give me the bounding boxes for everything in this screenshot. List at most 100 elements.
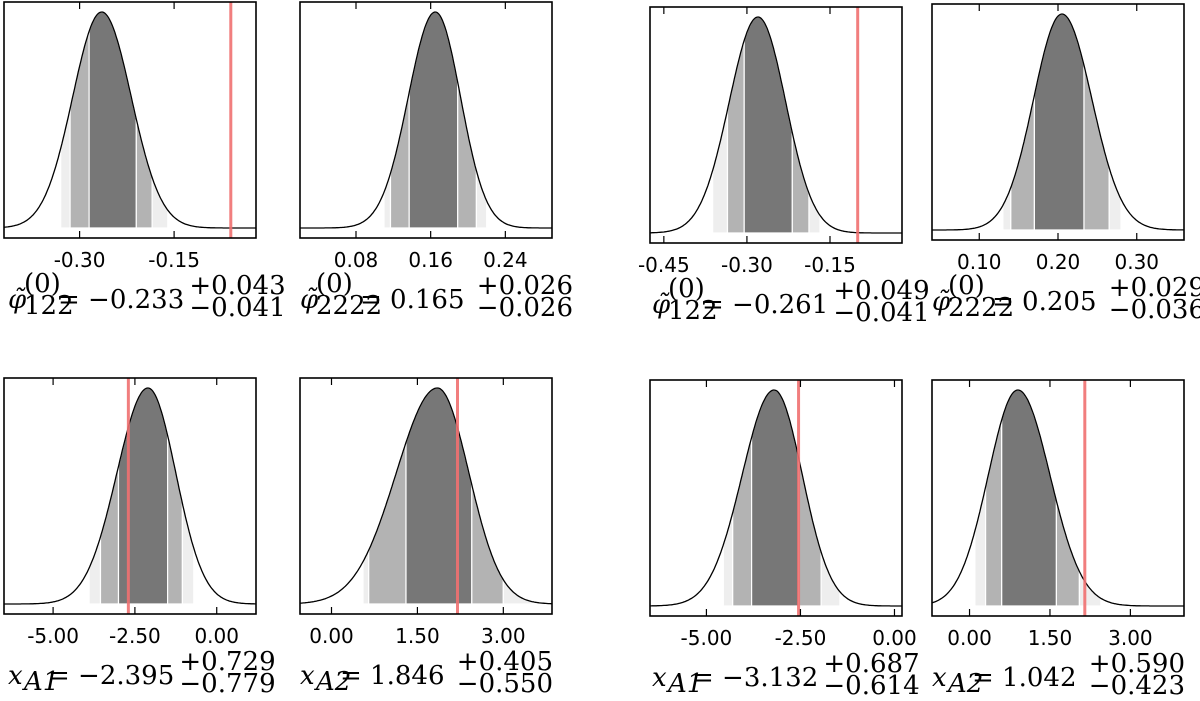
parameter-symbol: x xyxy=(300,661,315,691)
credible-band xyxy=(798,457,822,607)
parameter-symbol: x xyxy=(932,663,947,693)
axes-frame xyxy=(299,377,553,615)
panel-7: -5.00 -2.50 0.00 x A1 = −3.132 +0.687−0.614 xyxy=(649,379,920,701)
x-tick-label: -0.15 xyxy=(804,253,856,277)
credible-band xyxy=(712,109,729,234)
x-tick-label: 1.50 xyxy=(1028,626,1073,650)
credible-band xyxy=(743,16,793,234)
parameter-subscript: 122 xyxy=(668,296,718,326)
parameter-label: x xyxy=(652,663,667,693)
density-curve xyxy=(4,387,256,605)
parameter-value: = −0.233 xyxy=(58,285,184,315)
upper-error: +0.687 xyxy=(823,649,919,679)
axes-frame xyxy=(3,1,257,239)
x-tick-label: 0.00 xyxy=(872,626,917,650)
credible-band xyxy=(88,536,102,605)
parameter-label: φ̃ xyxy=(932,287,951,317)
lower-error: −0.041 xyxy=(189,293,285,323)
credible-band xyxy=(1083,65,1110,231)
x-tick-label: 3.00 xyxy=(481,624,526,648)
parameter-symbol: x xyxy=(8,661,23,691)
lower-error: −0.036 xyxy=(1109,295,1200,325)
x-tick-label: 0.00 xyxy=(194,624,239,648)
upper-error: +0.590 xyxy=(1089,649,1185,679)
parameter-symbol: x xyxy=(652,663,667,693)
parameter-subscript: A2 xyxy=(314,667,351,697)
lower-error: −0.026 xyxy=(477,293,573,323)
panel-3: -0.45 -0.30 -0.15 φ̃(0)122 = −0.261 +0.049−0… xyxy=(638,6,930,328)
lower-error: −0.423 xyxy=(1089,671,1185,701)
lower-error: −0.779 xyxy=(179,669,275,699)
parameter-value: = 0.205 xyxy=(992,287,1096,317)
upper-error: +0.049 xyxy=(833,276,929,306)
credible-band xyxy=(475,170,488,229)
parameter-superscript: (0) xyxy=(316,269,353,299)
parameter-label: φ̃ xyxy=(8,285,27,315)
upper-error: +0.026 xyxy=(477,271,573,301)
credible-band xyxy=(791,132,810,234)
credible-band xyxy=(1108,167,1122,231)
x-tick-label: -0.30 xyxy=(54,248,106,272)
x-tick-label: 0.16 xyxy=(408,248,453,272)
density-curve xyxy=(300,387,552,605)
axes-frame xyxy=(299,1,553,239)
x-tick-label: 0.30 xyxy=(1114,250,1159,274)
credible-band xyxy=(69,31,90,229)
parameter-symbol: φ̃ xyxy=(8,285,27,315)
parameter-value: = −3.132 xyxy=(692,663,818,693)
x-tick-label: -0.15 xyxy=(148,248,200,272)
parameter-label: x xyxy=(8,661,23,691)
density-curve xyxy=(300,11,552,229)
parameter-label: x xyxy=(932,663,947,693)
panel-2: 0.08 0.16 0.24 φ̃(0)2222 = 0.165 +0.026−0.02… xyxy=(299,1,573,323)
lower-error: −0.041 xyxy=(833,298,929,328)
credible-band xyxy=(88,11,137,229)
density-curve xyxy=(650,16,902,234)
x-tick-label: 0.08 xyxy=(334,248,379,272)
parameter-symbol: φ̃ xyxy=(932,287,951,317)
x-tick-label: 0.24 xyxy=(483,248,528,272)
lower-error: −0.550 xyxy=(457,669,553,699)
density-curve xyxy=(4,11,256,229)
x-tick-label: 0.20 xyxy=(1036,250,1081,274)
upper-error: +0.729 xyxy=(179,647,275,677)
parameter-superscript: (0) xyxy=(668,274,705,304)
credible-band xyxy=(1033,13,1085,231)
x-tick-label: -0.30 xyxy=(721,253,773,277)
x-tick-label: -5.00 xyxy=(27,624,79,648)
density-curve xyxy=(932,389,1184,607)
parameter-value: = 1.042 xyxy=(972,663,1076,693)
credible-band xyxy=(1002,187,1012,231)
x-tick-label: -2.50 xyxy=(109,624,161,648)
parameter-symbol: φ̃ xyxy=(300,285,319,315)
credible-band xyxy=(117,387,169,605)
parameter-value: = −2.395 xyxy=(48,661,174,691)
parameter-subscript: A1 xyxy=(666,669,703,699)
credible-band xyxy=(383,172,392,229)
x-tick-label: 1.50 xyxy=(395,624,440,648)
credible-band xyxy=(732,437,753,607)
x-tick-label: 0.00 xyxy=(309,624,354,648)
credible-band xyxy=(974,486,987,607)
credible-band xyxy=(362,549,370,605)
axes-frame xyxy=(649,6,903,244)
parameter-label: φ̃ xyxy=(652,290,671,320)
parameter-value: = 0.165 xyxy=(360,285,464,315)
density-curve xyxy=(650,389,902,607)
axes-frame xyxy=(649,379,903,617)
parameter-subscript: 2222 xyxy=(316,291,382,321)
upper-error: +0.043 xyxy=(189,271,285,301)
credible-band xyxy=(1001,389,1057,607)
credible-band xyxy=(167,435,183,605)
panel-8: 0.00 1.50 3.00 x A2 = 1.042 +0.590−0.423 xyxy=(931,379,1185,701)
x-tick-label: 0.00 xyxy=(947,626,992,650)
credible-band xyxy=(99,465,120,605)
axes-frame xyxy=(3,377,257,615)
x-tick-label: -0.45 xyxy=(638,253,690,277)
axes-frame xyxy=(931,379,1185,617)
x-tick-label: 0.10 xyxy=(957,250,1002,274)
credible-band xyxy=(135,118,153,229)
density-curve xyxy=(932,13,1184,231)
upper-error: +0.029 xyxy=(1109,273,1200,303)
